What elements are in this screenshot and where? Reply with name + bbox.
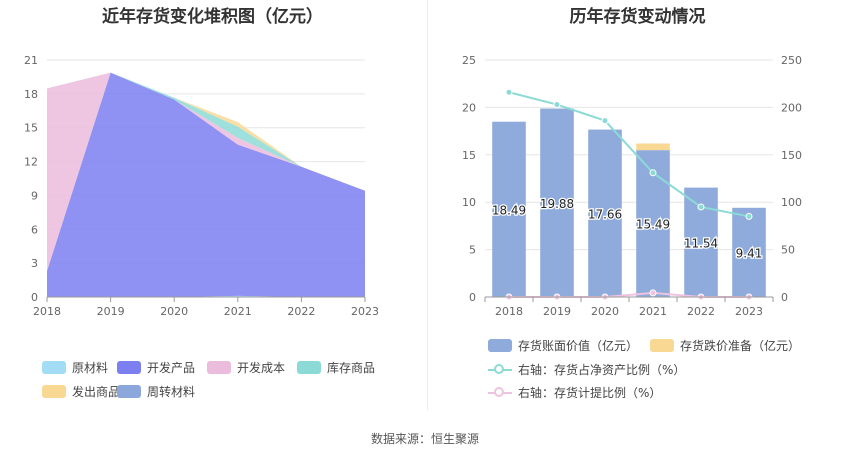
- line-point: [649, 169, 657, 177]
- legend-label: 右轴：存货计提比例（%）: [518, 386, 662, 400]
- legend-swatch: [650, 339, 674, 352]
- bar-data-label: 11.54: [684, 236, 718, 250]
- y-left-tick-label: 5: [469, 244, 476, 257]
- legend-item[interactable]: 存货跌价准备（亿元）: [650, 337, 800, 354]
- y-tick-label: 18: [24, 88, 38, 101]
- x-tick-label: 2023: [351, 305, 379, 318]
- legend-item[interactable]: 右轴：存货占净资产比例（%）: [488, 361, 685, 378]
- legend-item[interactable]: 开发产品: [117, 359, 195, 376]
- legend-swatch: [207, 361, 231, 374]
- y-left-tick-label: 20: [462, 101, 476, 114]
- area-series-2: [47, 72, 365, 272]
- stacked-area-chart: 0 3 6 9 12 15 18 21 2018 2019 2020 2021 2022 2023: [24, 54, 379, 318]
- legend-label: 库存商品: [327, 361, 376, 375]
- line-point: [601, 117, 609, 125]
- legend-item[interactable]: 右轴：存货计提比例（%）: [488, 384, 661, 401]
- y-left-tick-label: 0: [469, 291, 476, 304]
- panel-divider: [427, 0, 428, 410]
- x-tick-label: 2019: [543, 305, 571, 318]
- line-point: [697, 203, 705, 211]
- y-tick-label: 9: [31, 189, 38, 202]
- legend-label: 开发产品: [147, 361, 196, 375]
- x-tick-label: 2020: [591, 305, 619, 318]
- y-tick-label: 12: [24, 156, 38, 169]
- y-tick-label: 0: [31, 291, 38, 304]
- legend-item[interactable]: 周转材料: [117, 383, 195, 400]
- bar-data-label: 19.88: [540, 197, 574, 211]
- legend-label: 周转材料: [147, 385, 196, 399]
- y-tick-label: 21: [24, 54, 38, 67]
- x-tick-label: 2020: [160, 305, 188, 318]
- x-tick-label: 2022: [687, 305, 715, 318]
- y-right-tick-label: 0: [781, 291, 788, 304]
- legend-swatch: [488, 339, 512, 352]
- bar-data-label: 18.49: [492, 203, 526, 217]
- x-tick-label: 2023: [735, 305, 763, 318]
- bar: [540, 108, 574, 297]
- bar: [492, 121, 526, 297]
- legend-item[interactable]: 开发成本: [207, 359, 285, 376]
- line-point: [649, 289, 657, 297]
- y-right-tick-label: 50: [781, 244, 795, 257]
- y-left-tick-label: 25: [462, 54, 476, 67]
- line-point: [505, 88, 513, 96]
- legend-label: 发出商品: [72, 385, 121, 399]
- bar-data-label: 17.66: [588, 207, 622, 221]
- y-left-tick-label: 15: [462, 149, 476, 162]
- y-tick-label: 15: [24, 122, 38, 135]
- legend-item[interactable]: 发出商品: [42, 383, 120, 400]
- y-right-tick-label: 100: [781, 196, 802, 209]
- x-tick-label: 2021: [639, 305, 667, 318]
- x-tick-label: 2019: [97, 305, 125, 318]
- area-chart-title: 近年存货变化堆积图（亿元）: [102, 7, 323, 27]
- legend-item[interactable]: 存货账面价值（亿元）: [488, 337, 638, 354]
- legend-swatch: [117, 361, 141, 374]
- x-tick-label: 2018: [33, 305, 61, 318]
- y-right-tick-label: 250: [781, 54, 802, 67]
- legend-swatch: [297, 361, 321, 374]
- line-series-0: [508, 91, 750, 218]
- legend-label: 存货跌价准备（亿元）: [680, 339, 801, 353]
- legend-dot: [494, 364, 504, 374]
- y-tick-label: 6: [31, 223, 38, 236]
- y-left-tick-label: 10: [462, 196, 476, 209]
- legend-line-swatch: [488, 386, 512, 399]
- legend-dot: [494, 387, 504, 397]
- legend-label: 存货账面价值（亿元）: [518, 339, 639, 353]
- bar-stack-top: [636, 143, 670, 151]
- y-right-tick-label: 200: [781, 101, 802, 114]
- x-tick-label: 2018: [495, 305, 523, 318]
- area-series-1: [47, 72, 365, 297]
- x-tick-label: 2021: [224, 305, 252, 318]
- bar: [732, 207, 766, 297]
- bar: [588, 129, 622, 297]
- y-tick-label: 3: [31, 257, 38, 270]
- x-tick-label: 2022: [287, 305, 315, 318]
- line-point: [553, 101, 561, 109]
- legend-swatch: [42, 361, 66, 374]
- legend-swatch: [42, 385, 66, 398]
- line-point: [745, 212, 753, 220]
- legend-line-swatch: [488, 363, 512, 376]
- legend-item[interactable]: 原材料: [42, 359, 108, 376]
- data-source-note: 数据来源：恒生聚源: [370, 432, 479, 446]
- bar-data-label: 9.41: [736, 246, 763, 260]
- legend-item[interactable]: 库存商品: [297, 359, 375, 376]
- bar-data-label: 15.49: [636, 218, 670, 232]
- legend-swatch: [117, 385, 141, 398]
- legend-label: 右轴：存货占净资产比例（%）: [518, 363, 686, 377]
- legend-label: 开发成本: [237, 361, 286, 375]
- bar-chart-title: 历年存货变动情况: [569, 7, 706, 27]
- y-right-tick-label: 150: [781, 149, 802, 162]
- legend-label: 原材料: [72, 361, 109, 375]
